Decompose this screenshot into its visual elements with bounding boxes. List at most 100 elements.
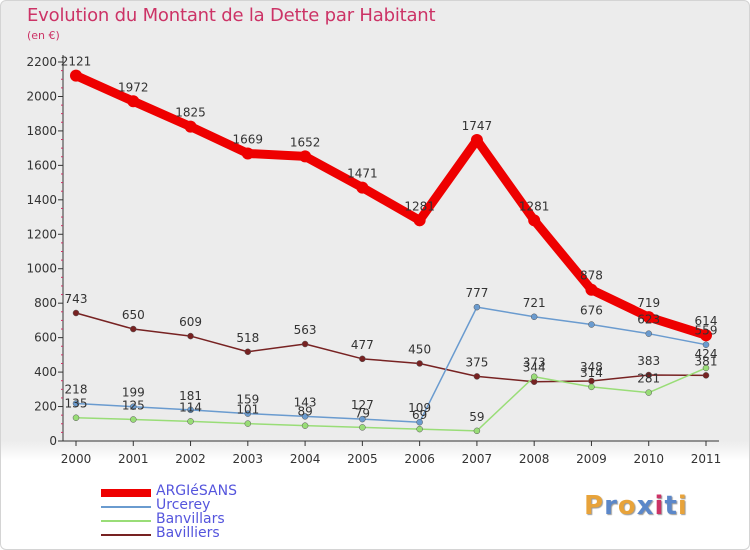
data-label: 1281 <box>519 199 550 213</box>
data-point <box>301 413 309 420</box>
data-label: 181 <box>179 389 202 403</box>
legend: ARGIéSANS Urcerey Banvillars Bavilliers <box>101 483 301 542</box>
data-label: 101 <box>236 403 259 417</box>
logo-letter: P <box>584 491 605 521</box>
x-tick-label: 2001 <box>118 452 149 466</box>
series-2 <box>72 364 710 435</box>
data-point <box>585 283 598 296</box>
logo-letter: i <box>654 491 665 521</box>
data-point <box>72 400 80 407</box>
data-label: 1669 <box>233 132 264 146</box>
series-line <box>71 71 711 340</box>
legend-item: Bavilliers <box>101 525 301 542</box>
legend-swatch <box>101 534 151 536</box>
data-label: 559 <box>695 324 718 338</box>
data-point <box>588 321 595 328</box>
data-point <box>416 360 423 367</box>
data-point <box>416 418 423 426</box>
data-point <box>588 383 595 391</box>
data-point <box>241 147 254 160</box>
logo-letter: r <box>604 491 618 521</box>
data-point <box>184 120 197 133</box>
legend-label: Bavilliers <box>156 525 220 541</box>
data-point <box>416 425 423 433</box>
data-label: 109 <box>408 401 431 415</box>
data-point <box>187 332 194 340</box>
x-tick-label: 2004 <box>290 452 321 466</box>
series-0 <box>70 69 712 342</box>
legend-swatch <box>101 506 151 508</box>
data-label: 281 <box>637 372 660 386</box>
data-label: 375 <box>465 355 488 369</box>
data-point <box>413 214 426 227</box>
data-label: 159 <box>236 393 259 407</box>
data-label: 383 <box>637 354 660 368</box>
data-label: 1747 <box>462 119 493 133</box>
x-tick-label: 2002 <box>175 452 206 466</box>
data-point <box>645 371 652 379</box>
data-label: 676 <box>580 304 603 318</box>
y-tick-label: 2000 <box>26 89 57 103</box>
logo-letter: x <box>636 491 655 521</box>
data-point <box>473 303 481 311</box>
data-point <box>530 313 538 321</box>
chart-title: Evolution du Montant de la Dette par Hab… <box>27 5 436 26</box>
data-label: 125 <box>122 398 145 412</box>
data-label: 69 <box>412 408 427 422</box>
legend-swatch <box>101 489 151 497</box>
series-1 <box>72 303 710 426</box>
data-point <box>187 406 194 414</box>
series-line <box>75 306 707 423</box>
data-label: 381 <box>695 354 718 368</box>
y-tick-label: 1400 <box>26 193 57 207</box>
y-tick-label: 1000 <box>26 262 57 276</box>
data-point <box>359 415 366 423</box>
y-tick-label: 800 <box>34 296 57 310</box>
data-point <box>130 416 137 423</box>
data-label: 373 <box>523 356 546 370</box>
y-tick-label: 1200 <box>26 227 57 241</box>
data-point <box>244 410 252 417</box>
legend-item: Urcerey <box>101 497 301 514</box>
data-label: 424 <box>695 347 718 361</box>
data-point <box>301 340 309 348</box>
logo-letter: t <box>664 491 678 521</box>
data-label: 721 <box>523 296 546 310</box>
data-label: 114 <box>179 400 202 414</box>
y-tick-label: 600 <box>34 331 57 345</box>
data-label: 650 <box>122 308 145 322</box>
legend-label: Urcerey <box>156 497 211 513</box>
data-label: 199 <box>122 386 145 400</box>
data-label: 1972 <box>118 80 149 94</box>
legend-swatch <box>101 520 151 522</box>
x-tick-label: 2008 <box>519 452 550 466</box>
x-tick-label: 2011 <box>691 452 722 466</box>
data-label: 777 <box>465 286 488 300</box>
data-label: 344 <box>523 361 546 375</box>
x-tick-label: 2006 <box>404 452 435 466</box>
data-label: 623 <box>637 313 660 327</box>
data-label: 477 <box>351 338 374 352</box>
data-point <box>642 311 655 324</box>
data-label: 135 <box>65 397 88 411</box>
y-tick-label: 2200 <box>26 55 57 69</box>
data-label: 127 <box>351 398 374 412</box>
data-label: 743 <box>65 292 88 306</box>
data-point <box>127 95 140 108</box>
data-point <box>473 427 481 435</box>
data-point <box>244 420 252 427</box>
data-point <box>645 330 652 337</box>
data-label: 1281 <box>404 199 435 213</box>
data-point <box>130 325 137 333</box>
data-label: 348 <box>580 360 603 374</box>
data-point <box>299 150 312 163</box>
x-tick-label: 2010 <box>633 452 664 466</box>
data-point <box>187 418 194 425</box>
data-point <box>473 373 481 380</box>
data-label: 878 <box>580 269 603 283</box>
data-label: 450 <box>408 342 431 356</box>
data-point <box>702 341 710 348</box>
legend-label: ARGIéSANS <box>156 483 237 499</box>
y-tick-label: 400 <box>34 365 57 379</box>
